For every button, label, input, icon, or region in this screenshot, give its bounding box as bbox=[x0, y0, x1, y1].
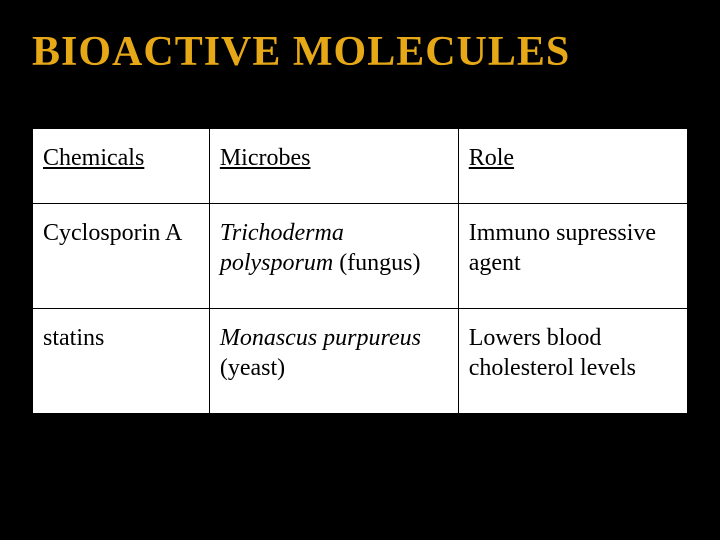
cell-microbes: Monascus purpureus (yeast) bbox=[209, 309, 458, 414]
table-row: Cyclosporin A Trichoderma polysporum (fu… bbox=[33, 204, 688, 309]
cell-microbes: Trichoderma polysporum (fungus) bbox=[209, 204, 458, 309]
bioactive-table: Chemicals Microbes Role Cyclosporin A Tr… bbox=[32, 128, 688, 414]
cell-role: Lowers blood cholesterol levels bbox=[458, 309, 687, 414]
cell-role: Immuno supressive agent bbox=[458, 204, 687, 309]
table-row: statins Monascus purpureus (yeast) Lower… bbox=[33, 309, 688, 414]
header-role: Role bbox=[458, 129, 687, 204]
header-chemicals: Chemicals bbox=[33, 129, 210, 204]
table-container: Chemicals Microbes Role Cyclosporin A Tr… bbox=[30, 126, 690, 416]
cell-chemicals: Cyclosporin A bbox=[33, 204, 210, 309]
header-microbes: Microbes bbox=[209, 129, 458, 204]
cell-chemicals: statins bbox=[33, 309, 210, 414]
table-header-row: Chemicals Microbes Role bbox=[33, 129, 688, 204]
page-title: BIOACTIVE MOLECULES bbox=[0, 0, 720, 76]
